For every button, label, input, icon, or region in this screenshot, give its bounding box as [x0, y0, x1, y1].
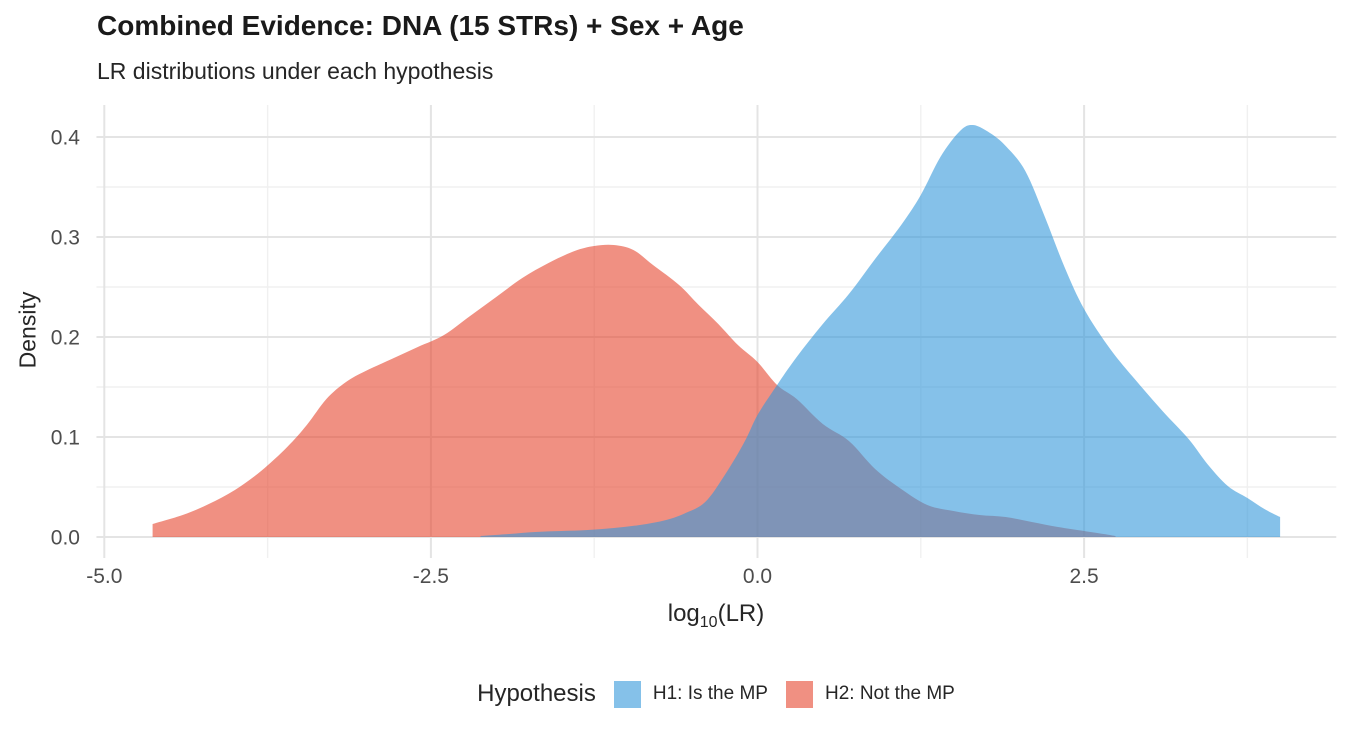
density-area-h1: [480, 124, 1281, 537]
legend: Hypothesis H1: Is the MP H2: Not the MP: [82, 680, 1350, 708]
legend-swatch-h1: [613, 680, 641, 708]
x-axis-title-prefix: log: [667, 600, 700, 627]
y-tick-label: 0.2: [51, 327, 80, 350]
density-area-h2: [152, 244, 1116, 537]
legend-item-h1: H1: Is the MP: [613, 680, 768, 708]
x-axis-title-suffix: (LR): [717, 600, 765, 627]
legend-label-h1: H1: Is the MP: [652, 683, 768, 704]
x-tick-label: 2.5: [1069, 565, 1098, 588]
y-tick-label: 0.4: [51, 127, 81, 150]
legend-title: Hypothesis: [477, 680, 596, 707]
y-tick-label: 0.0: [51, 527, 80, 550]
x-axis-title-subscript: 10: [699, 613, 718, 631]
legend-label-h2: H2: Not the MP: [824, 683, 955, 704]
legend-swatch-h2: [785, 680, 813, 708]
y-tick-label: 0.1: [51, 427, 80, 450]
chart-subtitle: LR distributions under each hypothesis: [97, 58, 494, 84]
x-tick-label: 0.0: [743, 565, 772, 588]
x-tick-label: -5.0: [86, 565, 122, 588]
x-axis-title: log10(LR): [82, 600, 1350, 632]
chart-title: Combined Evidence: DNA (15 STRs) + Sex +…: [97, 10, 744, 41]
plot-panel: 0.0 0.1 0.2 0.3 0.4 -5.0 -2.5 0.0 2.5: [51, 105, 1337, 588]
x-tick-label: -2.5: [413, 565, 449, 588]
y-tick-label: 0.3: [51, 227, 80, 250]
legend-item-h2: H2: Not the MP: [785, 680, 955, 708]
